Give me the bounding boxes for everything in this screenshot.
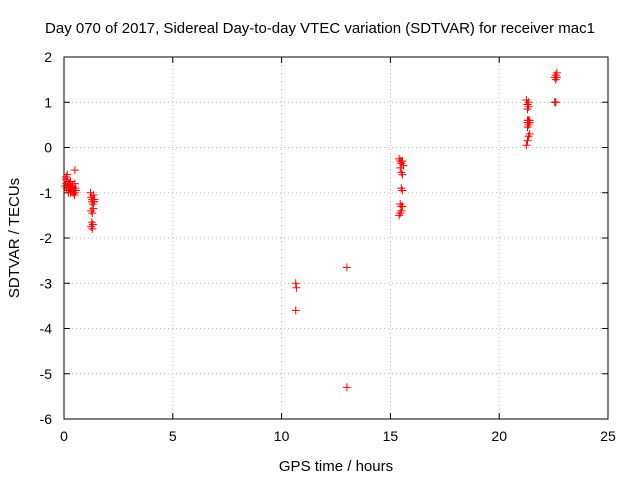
data-point bbox=[88, 200, 97, 209]
data-point bbox=[291, 279, 300, 288]
data-point bbox=[342, 263, 351, 272]
data-point bbox=[90, 197, 99, 206]
y-tick-label: 1 bbox=[44, 94, 52, 110]
y-tick-label: -1 bbox=[40, 185, 53, 201]
data-point bbox=[397, 168, 406, 177]
y-tick-label: -6 bbox=[40, 411, 53, 427]
y-tick-label: -5 bbox=[40, 366, 53, 382]
y-tick-label: 0 bbox=[44, 140, 52, 156]
x-tick-label: 0 bbox=[60, 428, 68, 444]
data-point bbox=[291, 306, 300, 315]
data-point bbox=[551, 75, 560, 84]
data-point bbox=[551, 98, 560, 107]
data-point bbox=[524, 98, 533, 107]
data-point bbox=[523, 100, 532, 109]
data-point bbox=[525, 129, 534, 138]
data-point bbox=[87, 222, 96, 231]
y-tick-label: 2 bbox=[44, 49, 52, 65]
data-point bbox=[396, 200, 405, 209]
grid-lines bbox=[64, 57, 608, 419]
data-point bbox=[89, 191, 98, 200]
data-points bbox=[61, 68, 561, 392]
x-tick-label: 15 bbox=[383, 428, 399, 444]
x-axis-label: GPS time / hours bbox=[279, 458, 393, 475]
y-axis-label: SDTVAR / TECUs bbox=[6, 178, 23, 298]
data-point bbox=[88, 224, 97, 233]
data-point bbox=[398, 186, 407, 195]
data-point bbox=[70, 188, 79, 197]
y-tick-label: -4 bbox=[40, 321, 53, 337]
data-point bbox=[398, 202, 407, 211]
data-point bbox=[88, 220, 97, 229]
data-point bbox=[398, 170, 407, 179]
data-point bbox=[66, 177, 75, 186]
data-point bbox=[70, 166, 79, 175]
x-tick-label: 5 bbox=[169, 428, 177, 444]
data-point bbox=[68, 181, 77, 190]
plot-frame bbox=[63, 56, 609, 420]
x-tick-label: 10 bbox=[274, 428, 290, 444]
data-point bbox=[522, 95, 531, 104]
data-point bbox=[552, 73, 561, 82]
data-point bbox=[88, 209, 97, 218]
data-point bbox=[63, 170, 72, 179]
data-point bbox=[89, 204, 98, 213]
y-tick-label: -3 bbox=[40, 275, 53, 291]
y-tick-label: -2 bbox=[40, 230, 53, 246]
data-point bbox=[523, 116, 532, 125]
data-point bbox=[396, 209, 405, 218]
chart-title: Day 070 of 2017, Sidereal Day-to-day VTE… bbox=[45, 20, 595, 37]
data-point bbox=[397, 206, 406, 215]
data-point bbox=[522, 141, 531, 150]
data-point bbox=[524, 132, 533, 141]
data-point bbox=[397, 184, 406, 193]
data-point bbox=[395, 211, 404, 220]
data-point bbox=[292, 283, 301, 292]
data-point bbox=[396, 163, 405, 172]
data-point bbox=[524, 118, 533, 127]
data-point bbox=[523, 136, 532, 145]
x-tick-label: 25 bbox=[600, 428, 616, 444]
axis-ticks: 0 5 10 15 20 25 -6 -5 -4 -3 -2 -1 0 1 2 bbox=[40, 49, 616, 444]
data-point bbox=[397, 157, 406, 166]
x-tick-label: 20 bbox=[491, 428, 507, 444]
data-point bbox=[87, 206, 96, 215]
data-point bbox=[342, 383, 351, 392]
